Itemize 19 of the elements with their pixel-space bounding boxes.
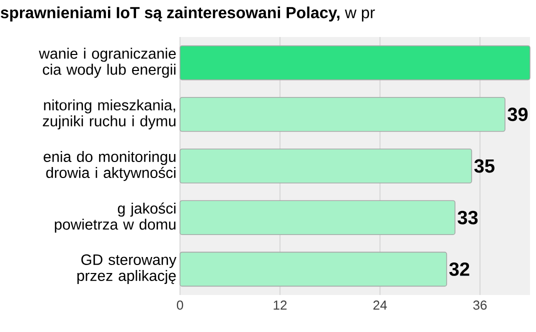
y-tick-label: GD sterowany przez aplikację bbox=[77, 254, 176, 284]
bar bbox=[180, 45, 530, 80]
bar bbox=[180, 97, 506, 132]
x-tick-label: 24 bbox=[373, 300, 387, 310]
bar bbox=[180, 200, 456, 235]
y-tick-label: wanie i ograniczanie cia wody lub energii bbox=[38, 48, 176, 78]
x-tick-label: 12 bbox=[274, 300, 287, 310]
chart-title: sprawnieniami IoT są zainteresowani Polacy, w pr bbox=[0, 6, 375, 22]
bar bbox=[180, 148, 472, 184]
data-label: 39 bbox=[508, 108, 528, 122]
bar bbox=[180, 252, 448, 287]
y-tick-label: g jakości powietrza w domu bbox=[54, 202, 176, 233]
data-label: 35 bbox=[474, 159, 494, 173]
x-tick-label: 36 bbox=[473, 300, 487, 310]
x-tick-label: 0 bbox=[176, 300, 184, 310]
data-label: 32 bbox=[449, 262, 470, 276]
y-tick-label: nitoring mieszkania, zujniki ruchu i dymu bbox=[42, 99, 176, 130]
y-tick-label: enia do monitoringu drowia i aktywności bbox=[44, 151, 176, 181]
data-label: 33 bbox=[458, 210, 478, 224]
